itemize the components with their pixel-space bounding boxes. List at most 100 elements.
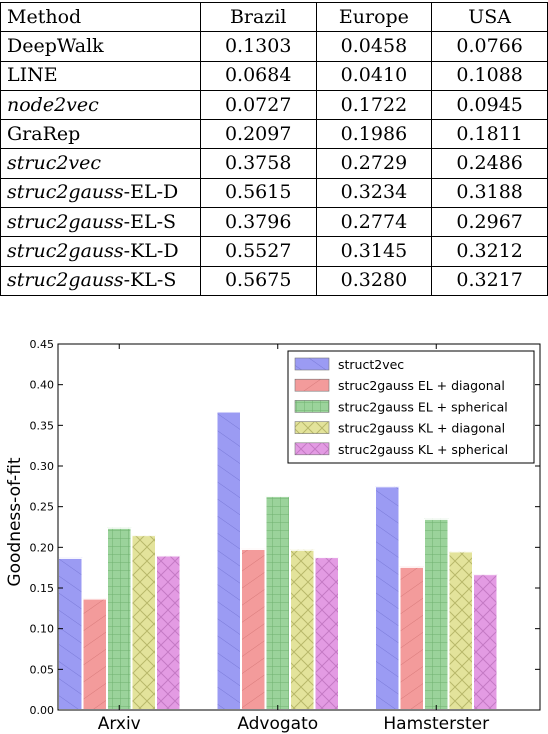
europe-value: 0.1722	[315, 89, 433, 121]
legend-swatch	[294, 378, 330, 392]
table-row: struc2gauss-KL-S 0.5675 0.3280 0.3217	[0, 265, 548, 296]
table-row: LINE 0.0684 0.0410 0.1088	[0, 60, 548, 91]
europe-value: 0.3234	[315, 177, 433, 209]
brazil-value: 0.0727	[199, 89, 317, 121]
method-cell: GraRep	[0, 119, 201, 150]
legend-label: struc2gauss EL + diagonal	[338, 378, 505, 393]
usa-value: 0.3217	[431, 265, 548, 296]
axes-frame	[57, 343, 541, 711]
europe-value: 0.3280	[315, 265, 433, 296]
bar-arxiv-3	[131, 535, 156, 710]
brazil-value: 0.5675	[199, 265, 317, 296]
method-cell: struc2vec	[0, 148, 201, 179]
method-cell: struc2gauss-KL-S	[0, 265, 201, 296]
usa-value: 0.3188	[431, 177, 548, 209]
method-name: struc2gauss	[7, 210, 124, 233]
legend-label: struc2gauss EL + spherical	[338, 399, 508, 414]
europe-value: 0.0458	[315, 31, 433, 62]
x-tick-label: Arxiv	[98, 714, 141, 734]
method-suffix: -KL-D	[123, 240, 179, 263]
y-tick-label: 0.45	[30, 338, 55, 351]
usa-value: 0.0945	[431, 89, 548, 121]
method-name: struc2gauss	[7, 181, 124, 204]
legend-label: struc2gauss KL + diagonal	[338, 421, 505, 436]
method-cell: struc2gauss-EL-S	[0, 207, 201, 238]
brazil-value: 0.3758	[199, 148, 317, 179]
usa-value: 0.3212	[431, 236, 548, 267]
y-tick-label: 0.05	[30, 663, 55, 676]
method-cell: struc2gauss-EL-D	[0, 177, 201, 209]
table-body: DeepWalk 0.1303 0.0458 0.0766 LINE 0.0684 0.04…	[0, 31, 548, 296]
method-suffix: -KL-S	[123, 269, 177, 292]
bar-hamsterster-0	[375, 486, 400, 710]
usa-value: 0.1811	[431, 119, 548, 150]
bar-advogato-4	[314, 557, 339, 710]
method-cell: node2vec	[0, 89, 201, 121]
table-row: struc2vec 0.3758 0.2729 0.2486	[0, 148, 548, 179]
header-method: Method	[0, 1, 201, 33]
brazil-value: 0.5615	[199, 177, 317, 209]
legend-swatch	[294, 442, 330, 456]
table-row: DeepWalk 0.1303 0.0458 0.0766	[0, 31, 548, 62]
y-tick-label: 0.00	[30, 704, 55, 717]
method-suffix: -EL-D	[123, 181, 179, 204]
legend-label: struct2vec	[338, 357, 404, 372]
legend-label: struc2gauss KL + spherical	[338, 442, 508, 457]
europe-value: 0.3145	[315, 236, 433, 267]
y-tick-label: 0.30	[30, 460, 55, 473]
bar-hamsterster-4	[473, 574, 498, 710]
method-cell: DeepWalk	[0, 31, 201, 62]
y-tick-label: 0.15	[30, 582, 55, 595]
method-name: node2vec	[7, 93, 99, 116]
bar-arxiv-1	[82, 598, 107, 710]
bar-advogato-0	[216, 411, 241, 711]
header-usa: USA	[431, 1, 548, 33]
bar-hamsterster-1	[399, 566, 424, 710]
method-cell: LINE	[0, 60, 201, 91]
bar-advogato-1	[241, 548, 266, 710]
method-name: struc2gauss	[7, 269, 124, 292]
legend-swatch	[294, 400, 330, 413]
europe-value: 0.1986	[315, 119, 433, 150]
table-row: struc2gauss-EL-S 0.3796 0.2774 0.2967	[0, 207, 548, 238]
y-tick-label: 0.40	[30, 379, 55, 392]
table-header-row: Method Brazil Europe USA	[0, 1, 548, 33]
usa-value: 0.2967	[431, 207, 548, 238]
bar-advogato-2	[265, 496, 290, 710]
usa-value: 0.2486	[431, 148, 548, 179]
table-row: GraRep 0.2097 0.1986 0.1811	[0, 119, 548, 150]
method-name: LINE	[7, 64, 58, 87]
x-tick-label: Hamsterster	[383, 714, 489, 734]
europe-value: 0.2774	[315, 207, 433, 238]
legend: struct2vec struc2gauss EL + diagonal struc…	[287, 350, 535, 464]
europe-value: 0.0410	[315, 60, 433, 91]
bar-advogato-3	[290, 549, 315, 710]
bar-arxiv-0	[58, 557, 83, 710]
bar-hamsterster-3	[448, 551, 473, 710]
method-name: GraRep	[7, 122, 81, 145]
bar-hamsterster-2	[424, 518, 449, 710]
plot-area: Arxiv Advogato Hamsterster 0.00 0.05 0.10 0.15…	[30, 338, 541, 734]
table-row: node2vec 0.0727 0.1722 0.0945	[0, 89, 548, 121]
legend-swatch	[294, 357, 330, 371]
usa-value: 0.0766	[431, 31, 548, 62]
table-row: struc2gauss-EL-D 0.5615 0.3234 0.3188	[0, 177, 548, 209]
usa-value: 0.1088	[431, 60, 548, 91]
y-axis-label: Goodness-of-fit	[5, 457, 25, 586]
bar-arxiv-2	[107, 527, 132, 710]
legend-swatch	[294, 421, 330, 434]
europe-value: 0.2729	[315, 148, 433, 179]
method-name: DeepWalk	[7, 34, 104, 57]
y-tick-label: 0.25	[30, 501, 55, 514]
brazil-value: 0.0684	[199, 60, 317, 91]
method-suffix: -EL-S	[123, 210, 177, 233]
method-name: struc2vec	[7, 152, 102, 175]
bar-arxiv-4	[156, 555, 181, 710]
brazil-value: 0.2097	[199, 119, 317, 150]
y-tick-label: 0.20	[30, 541, 55, 554]
method-name: struc2gauss	[7, 240, 124, 263]
method-cell: struc2gauss-KL-D	[0, 236, 201, 267]
table-row: struc2gauss-KL-D 0.5527 0.3145 0.3212	[0, 236, 548, 267]
brazil-value: 0.3796	[199, 207, 317, 238]
brazil-value: 0.1303	[199, 31, 317, 62]
